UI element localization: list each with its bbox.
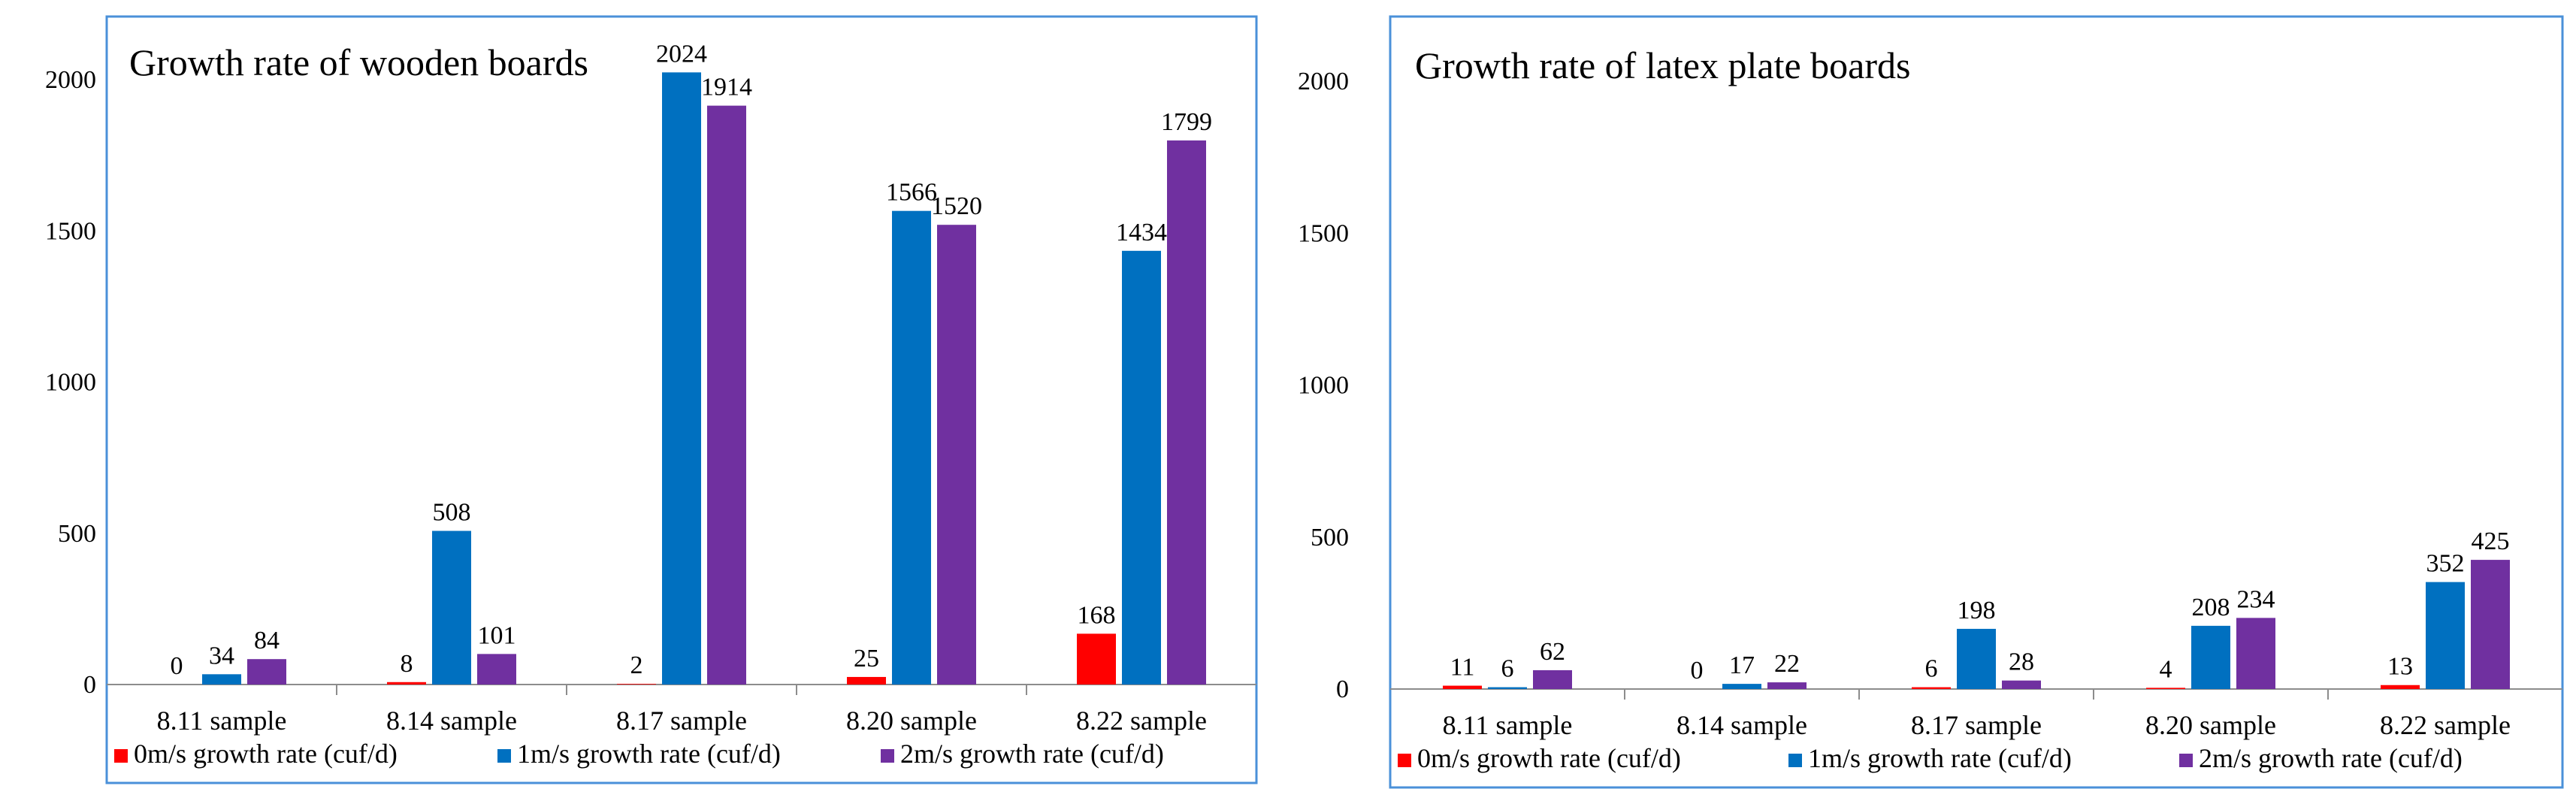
bar — [1957, 628, 1996, 689]
bar — [1443, 685, 1482, 689]
chart-panel-2: 0 500 1000 1500 2000 Growth rate of latex pla… — [1298, 15, 2564, 789]
y-tick-label: 0 — [1336, 676, 1349, 703]
data-label: 34 — [209, 642, 234, 669]
data-label: 101 — [478, 621, 516, 649]
data-label: 2024 — [656, 40, 707, 68]
chart-frame — [105, 15, 1258, 784]
data-label: 168 — [1078, 601, 1116, 629]
x-tick-label: 8.14 sample — [1677, 710, 1807, 740]
chart-panel-1: 0 500 1000 1500 2000 Growth rate of wooden bo… — [45, 15, 1258, 784]
bar — [1167, 140, 1206, 685]
bar — [2236, 618, 2275, 689]
bar — [892, 210, 931, 685]
bar — [2426, 582, 2465, 689]
data-label: 1520 — [931, 192, 982, 220]
data-label: 17 — [1729, 651, 1755, 679]
y-tick-label: 1500 — [1298, 219, 1349, 247]
legend-label: 1m/s growth rate (cuf/d) — [517, 739, 781, 769]
chart-title: Growth rate of latex plate boards — [1415, 44, 1910, 86]
legend-swatch — [881, 749, 894, 763]
legend-label: 2m/s growth rate (cuf/d) — [2199, 743, 2463, 773]
x-tick-label: 8.17 sample — [1911, 710, 2042, 740]
data-label: 28 — [2009, 648, 2034, 676]
x-tick-label: 8.20 sample — [2145, 710, 2276, 740]
y-tick-label: 0 — [83, 671, 96, 699]
data-label: 198 — [1958, 597, 1996, 624]
bar — [1077, 633, 1116, 685]
bar — [617, 684, 656, 685]
bar — [387, 682, 426, 685]
data-label: 1914 — [701, 74, 752, 101]
data-label: 508 — [433, 499, 471, 527]
legend-swatch — [2179, 754, 2193, 767]
bar — [662, 72, 701, 685]
data-label: 352 — [2426, 550, 2465, 578]
bar — [1912, 687, 1951, 689]
bar — [2471, 560, 2510, 689]
data-label: 8 — [401, 650, 413, 678]
data-label: 22 — [1774, 650, 1800, 678]
bar — [2002, 680, 2041, 689]
y-tick-label: 1000 — [45, 369, 96, 397]
y-tick-label: 2000 — [1298, 68, 1349, 95]
x-tick-label: 8.17 sample — [616, 706, 747, 736]
bar — [2381, 685, 2420, 689]
bar — [247, 659, 286, 685]
x-tick-label: 8.22 sample — [2380, 710, 2511, 740]
bar — [432, 530, 471, 685]
bar — [1122, 250, 1161, 685]
bar — [2146, 688, 2185, 689]
legend-label: 1m/s growth rate (cuf/d) — [1808, 743, 2072, 773]
bar — [1767, 682, 1807, 689]
bar — [202, 674, 241, 685]
x-tick-label: 8.11 sample — [1443, 710, 1573, 740]
data-label: 13 — [2387, 653, 2413, 681]
data-label: 425 — [2472, 527, 2510, 555]
legend-swatch — [114, 749, 128, 763]
data-label: 6 — [1925, 655, 1938, 683]
data-label: 208 — [2192, 594, 2230, 621]
bar — [2191, 625, 2230, 689]
legend-swatch — [1788, 754, 1802, 767]
data-label: 1566 — [886, 179, 937, 207]
data-label: 234 — [2237, 585, 2275, 613]
data-label: 2 — [630, 651, 643, 679]
x-tick-label: 8.11 sample — [157, 706, 287, 736]
data-label: 25 — [854, 645, 879, 672]
bar — [1722, 684, 1761, 689]
data-label: 84 — [254, 627, 280, 654]
data-label: 62 — [1540, 638, 1565, 666]
y-tick-label: 2000 — [45, 66, 96, 94]
legend-swatch — [497, 749, 511, 763]
data-label: 6 — [1501, 655, 1514, 683]
bar — [707, 105, 746, 685]
data-label: 0 — [1691, 657, 1704, 685]
chart-frame — [1389, 15, 2564, 789]
x-tick-label: 8.22 sample — [1076, 706, 1207, 736]
data-label: 4 — [2160, 655, 2172, 683]
bar — [937, 225, 976, 685]
bar — [847, 676, 886, 685]
y-tick-label: 1000 — [1298, 372, 1349, 400]
x-tick-label: 8.20 sample — [846, 706, 977, 736]
bar — [477, 654, 516, 685]
legend-label: 0m/s growth rate (cuf/d) — [134, 739, 398, 769]
data-label: 1799 — [1161, 108, 1212, 136]
bar — [1533, 669, 1572, 689]
legend-label: 0m/s growth rate (cuf/d) — [1417, 743, 1681, 773]
data-label: 0 — [171, 652, 183, 680]
x-tick-label: 8.14 sample — [386, 706, 517, 736]
chart-title: Growth rate of wooden boards — [129, 41, 588, 83]
bar — [1488, 687, 1527, 689]
y-tick-label: 500 — [1311, 524, 1349, 552]
legend-swatch — [1398, 754, 1411, 767]
y-tick-label: 1500 — [45, 217, 96, 245]
data-label: 1434 — [1116, 219, 1167, 246]
y-tick-label: 500 — [58, 520, 96, 548]
legend-label: 2m/s growth rate (cuf/d) — [900, 739, 1164, 769]
data-label: 11 — [1450, 654, 1475, 682]
